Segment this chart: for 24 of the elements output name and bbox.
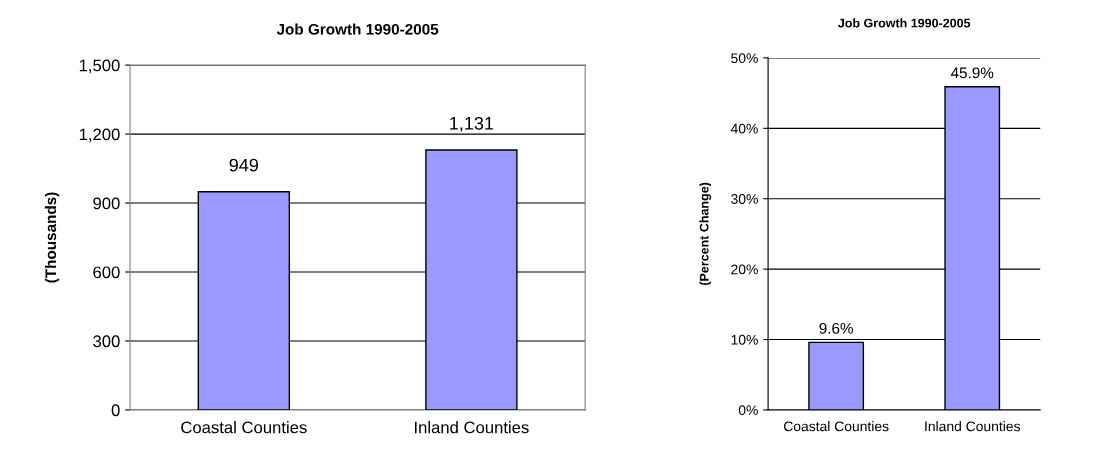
y-tick-label: 0% <box>738 405 758 416</box>
x-tick-label: Coastal Counties <box>783 421 889 432</box>
y-tick-label: 1,200 <box>79 128 120 143</box>
y-tick-label: 30% <box>731 194 758 204</box>
chart-title: Job Growth 1990-2005 <box>838 18 971 28</box>
y-tick-label: 10% <box>731 334 758 345</box>
y-tick-label: 20% <box>731 264 758 275</box>
y-axis-title: (Thousands) <box>44 192 60 283</box>
y-tick-label: 900 <box>93 197 120 210</box>
y-tick-label: 40% <box>730 123 758 134</box>
x-tick-label: Inland Counties <box>415 421 529 434</box>
x-tick-label: Inland Counties <box>925 421 1020 432</box>
y-tick-label: 1,500 <box>79 59 120 74</box>
y-tick-label: 300 <box>93 335 120 348</box>
chart-title: Job Growth 1990-2005 <box>276 23 439 35</box>
y-tick-label: 0 <box>111 404 120 417</box>
y-tick-label: 50% <box>731 53 758 64</box>
y-axis-title: (Percent Change) <box>699 182 712 286</box>
data-label: 45.9% <box>950 67 994 79</box>
x-tick-label: Coastal Counties <box>181 421 307 434</box>
data-label: 9.6% <box>819 322 854 334</box>
data-label: 949 <box>229 158 259 172</box>
data-label: 1,131 <box>450 116 494 132</box>
y-tick-label: 600 <box>93 266 120 279</box>
